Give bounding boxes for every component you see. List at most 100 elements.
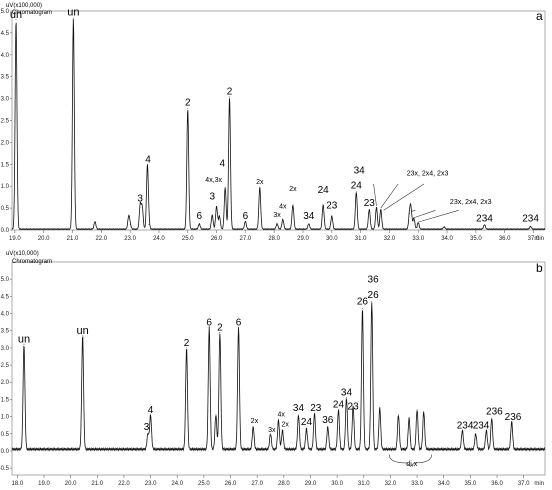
peak-label: 3x (268, 427, 276, 434)
peak-label: 36 (368, 274, 380, 285)
peak-point (327, 426, 329, 428)
x-tick-label: 25.0 (182, 236, 194, 242)
peak-label: 234 (473, 420, 490, 431)
peak-label: 2 (217, 322, 223, 333)
peak-label: 3 (137, 194, 143, 205)
peak-point (314, 412, 315, 414)
x-tick-label: 27.0 (251, 481, 263, 487)
x-tick-label: 22.0 (95, 236, 107, 242)
peak-point (298, 414, 299, 416)
peak-label: 236 (505, 412, 522, 423)
x-unit-label: min (534, 236, 544, 242)
peak-point (141, 206, 143, 208)
plot-frame (11, 10, 546, 231)
x-tick-label: 26.0 (225, 481, 237, 487)
peak-point (484, 224, 485, 226)
peak-label: 34 (341, 388, 353, 399)
peak-point (362, 307, 363, 309)
peak-label: 6 (196, 211, 202, 222)
peak-label: 26 (368, 290, 380, 301)
y-tick-label: 5.0 (1, 277, 10, 283)
x-tick-label: 30.0 (326, 236, 338, 242)
x-tick-label: 32.0 (384, 236, 396, 242)
peak-label: 34 (354, 165, 366, 176)
peak-label: 2x (289, 186, 297, 193)
peak-point (408, 417, 410, 419)
y-tick-label: 2.5 (1, 119, 10, 125)
x-tick-label: 37.0 (528, 236, 540, 242)
peak-label: 23 (326, 200, 338, 211)
peak-point (139, 204, 141, 206)
peak-point (511, 421, 513, 423)
x-tick-label: 29.0 (305, 481, 317, 487)
y-tick-label: 3.0 (1, 97, 10, 103)
y-tick-label: 1.0 (1, 184, 10, 190)
y-tick-label: 3.0 (1, 346, 10, 352)
y-tick-label: 4.0 (1, 53, 10, 59)
peak-point (150, 414, 151, 416)
annotation-leader (418, 210, 459, 223)
peak-point (147, 433, 149, 435)
annotation-leader (410, 210, 416, 212)
chromatogram-trace (11, 18, 546, 231)
peak-label: 24 (318, 185, 330, 196)
dix-bracket (388, 454, 433, 467)
x-tick-label: 36.0 (499, 236, 511, 242)
peak-point (238, 326, 239, 328)
peak-point (82, 335, 84, 337)
peak-point (485, 429, 487, 431)
peak-label: 24 (333, 400, 345, 411)
peak-point (322, 204, 324, 206)
panel-letter: a (536, 9, 543, 23)
peak-point (128, 216, 130, 218)
peak-point (461, 429, 463, 431)
x-tick-label: 26.0 (211, 236, 223, 242)
y-tick-label: 2.5 (1, 363, 10, 369)
peak-point (423, 411, 425, 412)
peak-point (530, 226, 531, 227)
peak-point (186, 347, 187, 349)
peak-label: 6 (243, 211, 249, 222)
x-tick-label: 29.0 (297, 236, 309, 242)
peak-point (491, 417, 493, 419)
peak-label: 234 (522, 213, 539, 224)
x-tick-label: 24.0 (171, 481, 183, 487)
peak-label: 2 (227, 86, 233, 97)
peak-label: 2x (251, 418, 259, 425)
x-tick-label: 22.0 (118, 481, 130, 487)
x-tick-label: 21.0 (67, 236, 79, 242)
annotation-leader (373, 183, 377, 206)
y-tick-label: 1.5 (1, 397, 10, 403)
peak-label: 2x (281, 422, 289, 429)
peak-point (148, 224, 150, 226)
x-tick-label: 34.0 (441, 236, 453, 242)
peak-label: 2x (256, 179, 264, 186)
peak-point (187, 108, 189, 110)
peak-label: 4x (279, 203, 287, 210)
y-tick-label: 4.5 (1, 294, 10, 300)
x-tick-label: 21.0 (91, 481, 103, 487)
peak-point (219, 215, 220, 217)
plot-frame (11, 261, 546, 476)
peak-label: 23 (364, 198, 376, 209)
peak-point (371, 301, 373, 302)
peak-point (23, 344, 25, 345)
peak-point (338, 409, 339, 411)
peak-label: di,x (406, 461, 417, 468)
peak-label: un (18, 333, 30, 345)
x-tick-label: 37.0 (518, 481, 530, 487)
peak-label: 2 (184, 338, 190, 349)
y-tick-label: 3.5 (1, 329, 10, 335)
peak-label: 23x, 2x4, 2x3 (407, 170, 449, 177)
y-tick-label: 1.5 (1, 162, 10, 168)
y-unit-label: uV(x100,000) (6, 3, 42, 9)
peak-point (282, 219, 284, 220)
peak-label: 23 (348, 401, 360, 412)
peak-point (215, 414, 217, 416)
x-tick-label: 20.0 (65, 481, 77, 487)
peak-label: 236 (486, 407, 503, 418)
peak-label: 23 (310, 403, 322, 414)
peak-point (398, 414, 399, 416)
peak-point (276, 223, 278, 225)
